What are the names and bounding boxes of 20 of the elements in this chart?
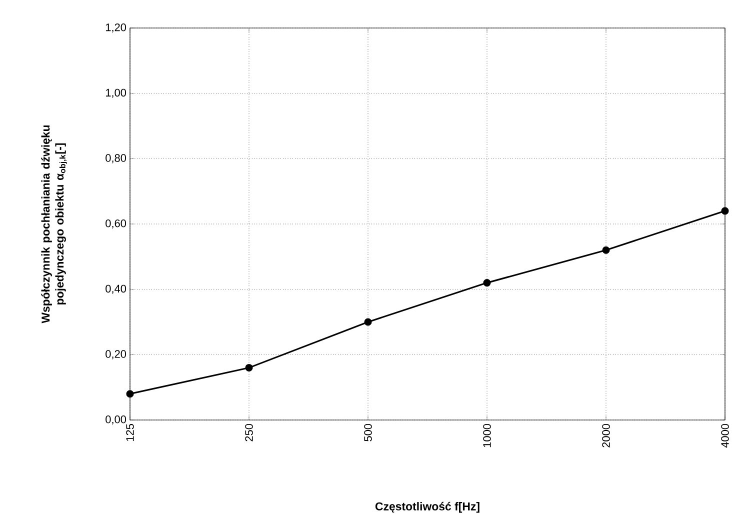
x-tick-label: 4000: [721, 424, 729, 448]
y-tick-label: 1,20: [106, 23, 126, 33]
point: [721, 207, 729, 215]
y-tick-label: 0,80: [106, 154, 126, 164]
y-tick-label: 1,00: [106, 88, 126, 98]
x-tick-label: 125: [126, 424, 134, 441]
y-tick-label: 0,40: [106, 284, 126, 294]
x-tick-label: 1000: [483, 424, 491, 448]
point: [364, 318, 372, 326]
x-tick-label: 500: [364, 424, 372, 442]
x-tick-label: 250: [245, 424, 253, 442]
point: [126, 390, 134, 398]
point: [245, 364, 253, 372]
x-tick-label: 2000: [602, 424, 610, 448]
y-tick-label: 0,60: [106, 219, 126, 229]
y-tick-label: 0,20: [106, 350, 126, 360]
point: [602, 246, 610, 254]
point: [483, 279, 491, 287]
y-tick-label: 0,00: [106, 415, 126, 425]
x-axis-title: Częstotliwość f[Hz]: [375, 502, 480, 513]
